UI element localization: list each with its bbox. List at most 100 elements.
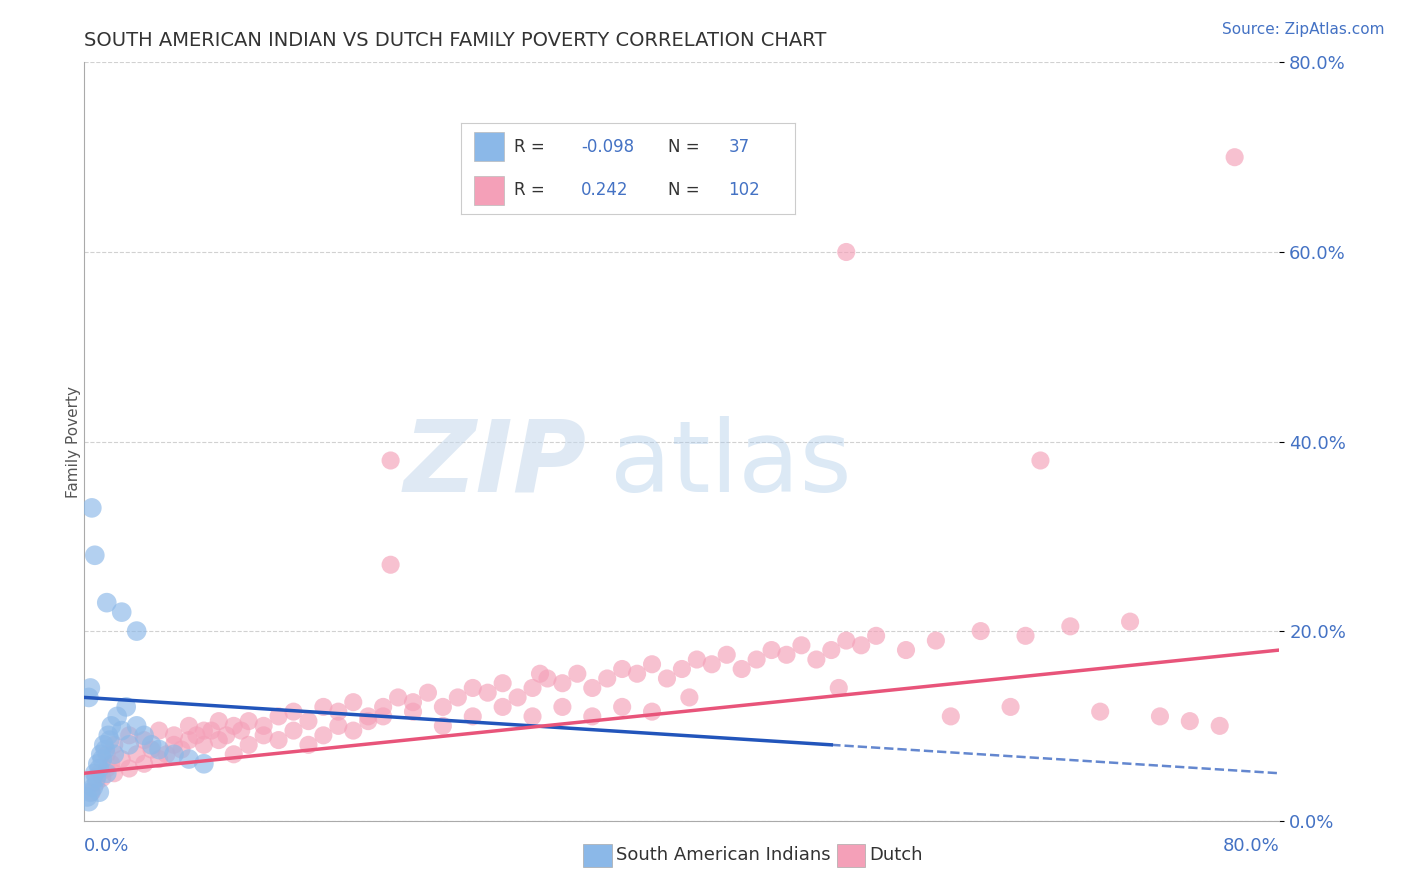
Point [328, 719, 350, 733]
Point [118, 738, 141, 752]
Point [96, 762, 118, 776]
Point [925, 633, 948, 648]
Point [1178, 714, 1201, 728]
Point [865, 629, 887, 643]
Point [387, 690, 409, 705]
Point [686, 652, 709, 666]
Point [177, 719, 200, 733]
Point [342, 723, 364, 738]
Point [641, 705, 664, 719]
Point [87, 756, 110, 771]
Point [970, 624, 993, 639]
Point [97, 728, 120, 742]
Point [283, 723, 305, 738]
Point [111, 605, 134, 619]
Text: 0.0%: 0.0% [84, 838, 129, 855]
Point [215, 728, 238, 742]
Point [536, 672, 558, 686]
Point [551, 676, 574, 690]
Point [492, 699, 515, 714]
Point [193, 738, 215, 752]
Point [91, 771, 114, 785]
Point [1090, 705, 1112, 719]
Point [80, 776, 103, 790]
Point [477, 686, 499, 700]
Point [82, 780, 104, 795]
Point [118, 762, 141, 776]
Point [297, 738, 319, 752]
Point [155, 747, 177, 762]
Text: South American Indians: South American Indians [616, 847, 831, 864]
Point [522, 709, 544, 723]
Point [83, 766, 105, 780]
Point [267, 709, 290, 723]
Point [581, 709, 603, 723]
Point [103, 747, 125, 762]
Point [222, 747, 245, 762]
Text: atlas: atlas [610, 416, 852, 513]
Point [402, 695, 425, 709]
Point [267, 733, 290, 747]
Point [111, 723, 134, 738]
Point [115, 699, 138, 714]
Point [402, 705, 425, 719]
Point [141, 738, 163, 752]
Point [193, 723, 215, 738]
Point [716, 648, 738, 662]
Point [745, 652, 768, 666]
Point [80, 500, 103, 515]
Point [79, 681, 101, 695]
Point [1000, 699, 1022, 714]
Point [177, 752, 200, 766]
Point [1029, 453, 1052, 467]
Point [357, 709, 380, 723]
Text: ZIP: ZIP [404, 416, 586, 513]
Point [125, 719, 148, 733]
Point [89, 762, 111, 776]
Point [551, 699, 574, 714]
Point [118, 728, 141, 742]
Point [170, 742, 193, 756]
Point [522, 681, 544, 695]
Point [132, 728, 156, 742]
Point [596, 672, 619, 686]
Point [806, 652, 828, 666]
Point [655, 672, 678, 686]
Point [193, 756, 215, 771]
Point [641, 657, 664, 672]
Point [678, 690, 700, 705]
Point [1059, 619, 1081, 633]
Point [461, 681, 484, 695]
Point [297, 714, 319, 728]
Point [567, 666, 589, 681]
Point [761, 643, 783, 657]
Point [835, 244, 858, 259]
Point [90, 747, 112, 762]
Text: Source: ZipAtlas.com: Source: ZipAtlas.com [1222, 22, 1385, 37]
Point [461, 709, 484, 723]
Text: SOUTH AMERICAN INDIAN VS DUTCH FAMILY POVERTY CORRELATION CHART: SOUTH AMERICAN INDIAN VS DUTCH FAMILY PO… [84, 30, 827, 50]
Point [125, 747, 148, 762]
Point [1014, 629, 1036, 643]
Point [148, 723, 170, 738]
Point [342, 695, 364, 709]
Point [111, 752, 134, 766]
Point [1119, 615, 1142, 629]
Point [77, 690, 100, 705]
Point [105, 709, 128, 723]
Point [96, 747, 118, 762]
Point [208, 733, 231, 747]
Point [208, 714, 231, 728]
Point [835, 633, 858, 648]
Point [148, 742, 170, 756]
Point [163, 738, 186, 752]
Point [125, 624, 148, 639]
Point [312, 699, 335, 714]
Point [851, 638, 873, 652]
Point [238, 714, 260, 728]
Point [1223, 150, 1246, 164]
Point [80, 785, 103, 799]
Point [790, 638, 813, 652]
Point [529, 666, 551, 681]
Point [447, 690, 470, 705]
